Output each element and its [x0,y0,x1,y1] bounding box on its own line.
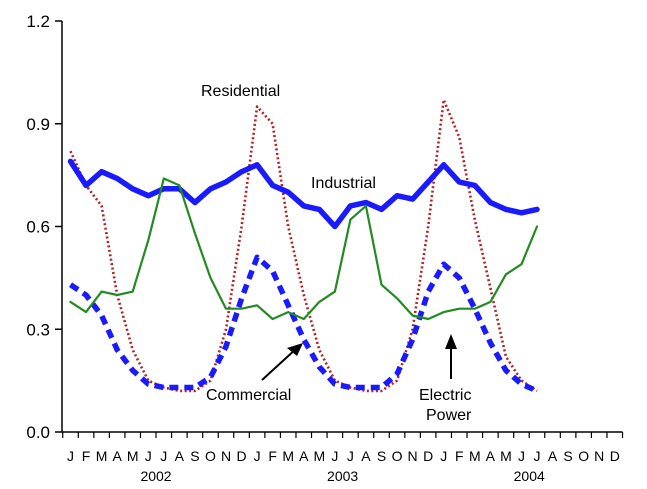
series-line-electric-power [69,177,539,321]
month-label: O [392,448,403,464]
month-label: A [548,448,558,464]
month-label: O [578,448,589,464]
month-label: S [563,448,572,464]
month-label: D [236,448,246,464]
month-label: M [96,448,108,464]
month-label: A [299,448,309,464]
annotation-residential: Residential [201,83,280,100]
month-label: F [455,448,464,464]
year-label: 2002 [140,468,171,484]
series-line-commercial [68,254,539,394]
month-label: A [175,448,185,464]
series-line-industrial [67,158,540,230]
annotation-power: Power [426,407,472,424]
month-label: N [221,448,231,464]
month-label: J [67,448,74,464]
series-layer [67,98,540,394]
month-label: F [268,448,277,464]
month-label: M [127,448,139,464]
month-label: D [610,448,620,464]
commercial-arrow-shaft [261,347,298,381]
month-label: M [500,448,512,464]
month-label: O [205,448,216,464]
y-tick-label: 0.3 [26,320,50,339]
month-label: M [469,448,481,464]
month-label: A [486,448,496,464]
year-label: 2003 [327,468,358,484]
month-label: J [347,448,354,464]
annotation-commercial: Commercial [206,387,291,404]
month-label: A [112,448,122,464]
y-tick-label: 0.9 [26,115,50,134]
month-label: J [331,448,338,464]
month-label: M [282,448,294,464]
axes: 0.00.30.60.91.2J F M A M J J A S O N D J F M A M J J A S O N D J… [26,12,624,484]
month-label: D [423,448,433,464]
month-label: J [145,448,152,464]
month-label: J [160,448,167,464]
month-label: N [594,448,604,464]
electric-power-arrow-head [445,334,457,349]
month-label: F [82,448,91,464]
month-label: S [190,448,199,464]
y-tick-label: 1.2 [26,12,50,31]
y-tick-label: 0.0 [26,423,50,442]
commercial-arrow-head [287,343,303,356]
series-line-residential [69,98,538,393]
month-label: M [313,448,325,464]
month-label: A [361,448,371,464]
y-tick-label: 0.6 [26,218,50,237]
month-label: S [377,448,386,464]
month-label: J [254,448,261,464]
year-label: 2004 [514,468,545,484]
annotation-industrial: Industrial [311,175,376,192]
month-label: N [408,448,418,464]
month-label: J [534,448,541,464]
month-label: J [440,448,447,464]
annotation-electric: Electric [419,387,471,404]
annotations: Residential Industrial Commercial Electr… [201,83,472,424]
month-label: J [518,448,525,464]
